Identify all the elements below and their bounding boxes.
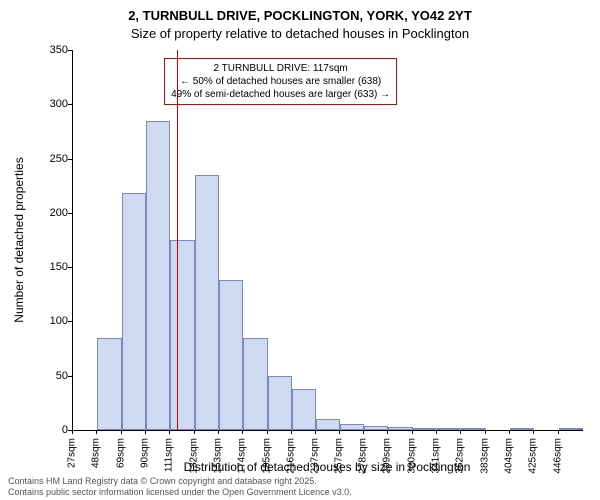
x-tick-mark [533, 430, 534, 434]
x-tick-mark [387, 430, 388, 434]
x-tick-label: 383sqm [479, 438, 490, 474]
histogram-bar [122, 193, 146, 430]
x-tick-mark [339, 430, 340, 434]
x-tick-mark [218, 430, 219, 434]
chart-title-line2: Size of property relative to detached ho… [0, 26, 600, 41]
x-tick-label: 174sqm [237, 438, 248, 474]
x-tick-label: 362sqm [455, 438, 466, 474]
annotation-box: 2 TURNBULL DRIVE: 117sqm← 50% of detache… [164, 58, 397, 105]
x-tick-mark [72, 430, 73, 434]
y-tick-mark [68, 213, 72, 214]
chart-title-line1: 2, TURNBULL DRIVE, POCKLINGTON, YORK, YO… [0, 8, 600, 23]
footer-line1: Contains HM Land Registry data © Crown c… [8, 476, 352, 487]
y-tick-label: 100 [8, 315, 68, 327]
x-tick-label: 111sqm [164, 438, 175, 472]
y-tick-mark [68, 104, 72, 105]
x-tick-mark [194, 430, 195, 434]
x-tick-mark [242, 430, 243, 434]
x-tick-label: 132sqm [188, 438, 199, 474]
x-tick-mark [558, 430, 559, 434]
x-tick-label: 278sqm [357, 438, 368, 474]
histogram-bar [146, 121, 170, 430]
histogram-bar [97, 338, 121, 430]
x-tick-mark [509, 430, 510, 434]
y-tick-label: 50 [8, 370, 68, 382]
histogram-bar [292, 389, 316, 430]
x-tick-mark [315, 430, 316, 434]
histogram-bar [268, 376, 292, 430]
x-tick-label: 237sqm [310, 438, 321, 474]
x-tick-mark [363, 430, 364, 434]
y-tick-label: 250 [8, 153, 68, 165]
histogram-bar [170, 240, 194, 430]
annotation-line2: ← 50% of detached houses are smaller (63… [171, 75, 390, 88]
annotation-line3: 49% of semi-detached houses are larger (… [171, 88, 390, 101]
histogram-bar [559, 428, 583, 430]
y-tick-mark [68, 50, 72, 51]
footer-attribution: Contains HM Land Registry data © Crown c… [8, 476, 352, 498]
y-tick-label: 200 [8, 207, 68, 219]
x-tick-label: 299sqm [382, 438, 393, 474]
histogram-bar [340, 424, 364, 431]
x-tick-label: 195sqm [261, 438, 272, 474]
histogram-bar [413, 428, 437, 430]
histogram-bar [316, 419, 339, 430]
x-tick-label: 257sqm [333, 438, 344, 474]
y-tick-mark [68, 159, 72, 160]
chart-container: 2, TURNBULL DRIVE, POCKLINGTON, YORK, YO… [0, 0, 600, 500]
x-tick-mark [267, 430, 268, 434]
histogram-bar [461, 428, 485, 430]
x-tick-mark [291, 430, 292, 434]
x-tick-mark [485, 430, 486, 434]
x-tick-label: 48sqm [91, 438, 102, 468]
x-tick-label: 404sqm [503, 438, 514, 474]
x-tick-label: 153sqm [213, 438, 224, 474]
y-tick-label: 300 [8, 98, 68, 110]
x-tick-label: 425sqm [528, 438, 539, 474]
histogram-bar [364, 426, 388, 430]
y-tick-label: 350 [8, 44, 68, 56]
histogram-bar [510, 428, 534, 430]
y-tick-mark [68, 376, 72, 377]
x-tick-label: 446sqm [552, 438, 563, 474]
x-tick-label: 341sqm [430, 438, 441, 474]
y-tick-mark [68, 321, 72, 322]
x-tick-mark [145, 430, 146, 434]
histogram-bar [219, 280, 243, 430]
histogram-bar [437, 428, 461, 430]
histogram-bar [388, 427, 412, 430]
footer-line2: Contains public sector information licen… [8, 487, 352, 498]
x-tick-mark [460, 430, 461, 434]
x-tick-mark [412, 430, 413, 434]
y-tick-mark [68, 267, 72, 268]
histogram-bar [195, 175, 219, 430]
y-tick-label: 0 [8, 424, 68, 436]
x-tick-mark [436, 430, 437, 434]
histogram-bar [243, 338, 267, 430]
x-tick-mark [169, 430, 170, 434]
x-tick-label: 27sqm [67, 438, 78, 468]
x-tick-label: 90sqm [140, 438, 151, 468]
plot-area [72, 50, 583, 431]
x-tick-mark [121, 430, 122, 434]
reference-line [177, 50, 178, 430]
x-tick-label: 69sqm [115, 438, 126, 468]
x-tick-label: 216sqm [286, 438, 297, 474]
y-tick-label: 150 [8, 261, 68, 273]
x-tick-mark [96, 430, 97, 434]
annotation-line1: 2 TURNBULL DRIVE: 117sqm [171, 62, 390, 75]
x-tick-label: 320sqm [406, 438, 417, 474]
